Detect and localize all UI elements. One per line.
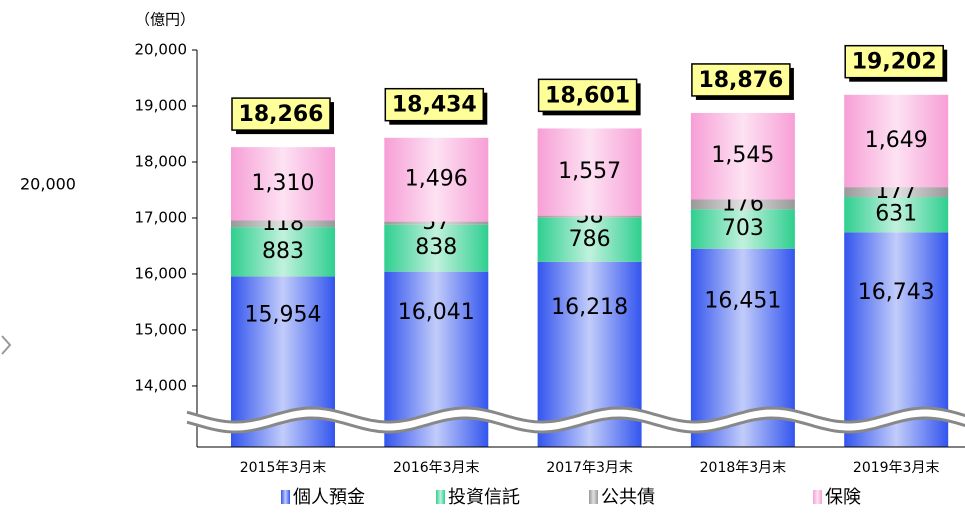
legend-label: 公共債 [601, 487, 655, 508]
legend-label: 投資信託 [448, 487, 520, 508]
total-label: 19,202 [852, 50, 937, 75]
y-tick-label: 17,000 [135, 208, 188, 226]
bar-segment [844, 187, 949, 198]
y-tick-label: 15,000 [135, 320, 188, 338]
total-label: 18,266 [239, 102, 324, 127]
value-label: 1,545 [711, 143, 774, 168]
legend-label: 保険 [825, 487, 861, 508]
unit-label: （億円） [135, 11, 195, 29]
legend-swatch [281, 490, 290, 504]
bar-segment [690, 112, 795, 200]
axis-break-fill [185, 407, 965, 433]
legend-swatch [436, 490, 445, 504]
legend-swatch [813, 490, 822, 504]
y-tick-label: 20,000 [135, 41, 188, 59]
y-tick-label: 19,000 [135, 96, 188, 114]
bar-segment [690, 209, 795, 249]
total-box [691, 63, 791, 97]
y-tick-label: 16,000 [135, 264, 188, 282]
legend-label: 個人預金 [293, 487, 365, 508]
bar-segment [231, 147, 335, 221]
value-label: 631 [875, 202, 917, 227]
total-box [537, 78, 638, 113]
bar-segment [537, 128, 642, 216]
value-label: 883 [262, 239, 304, 264]
total-box [384, 87, 485, 122]
value-label: 838 [415, 235, 457, 260]
bar-segment [690, 199, 795, 210]
bar-segment [844, 197, 949, 233]
bar-segment [537, 217, 642, 262]
y-tick-label: 18,000 [135, 152, 188, 170]
bar-segment [537, 215, 642, 218]
break-symbol [1, 335, 12, 355]
bar-segment [844, 94, 949, 188]
total-box [231, 97, 331, 131]
x-tick-label: 2016年3月末 [393, 460, 480, 476]
value-label: 786 [569, 227, 611, 252]
axis-break-line [186, 406, 965, 424]
bar-segment [231, 220, 335, 228]
value-label: 16,743 [858, 280, 935, 305]
value-label: 1,649 [865, 128, 928, 153]
total-label: 18,876 [698, 68, 783, 93]
value-label: 1,310 [252, 171, 315, 196]
bar-segment [384, 221, 489, 225]
bar-segment [231, 227, 335, 277]
value-label: 703 [722, 216, 764, 241]
y-tick-label: 14,000 [135, 376, 188, 394]
x-tick-label: 2015年3月末 [240, 460, 327, 476]
value-label: 16,451 [704, 288, 781, 313]
bar-segment [384, 137, 489, 222]
total-box [844, 44, 944, 79]
value-label: 1,557 [558, 159, 621, 184]
x-tick-label: 2019年3月末 [853, 460, 940, 476]
x-tick-label: 2018年3月末 [700, 460, 787, 476]
value-label: 16,218 [551, 295, 628, 320]
value-label: 15,954 [245, 302, 322, 327]
total-label: 18,601 [545, 83, 630, 108]
bar-segment [384, 224, 489, 272]
legend-swatch [589, 490, 598, 504]
total-label: 18,434 [392, 93, 477, 118]
axis-break-line [186, 416, 965, 434]
x-tick-label: 2017年3月末 [546, 460, 633, 476]
side-label: 20,000 [20, 175, 76, 194]
value-label: 16,041 [398, 300, 475, 325]
value-label: 1,496 [405, 167, 468, 192]
